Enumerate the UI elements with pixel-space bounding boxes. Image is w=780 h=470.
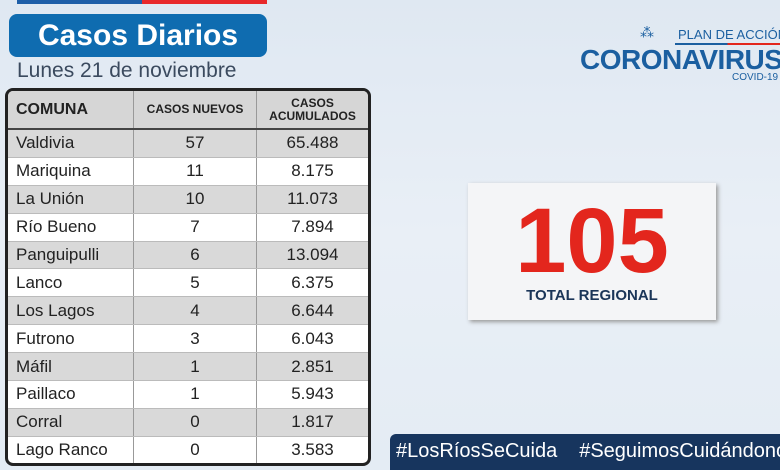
hashtag-2: #SeguimosCuidándonos	[579, 440, 780, 462]
cell-comuna: Máfil	[8, 353, 134, 381]
table-row: Lago Ranco 0 3.583	[8, 436, 368, 463]
logo-sub: COVID-19	[732, 72, 779, 83]
cell-casos-nuevos: 5	[134, 269, 257, 297]
cell-casos-nuevos: 4	[134, 297, 257, 325]
table-row: Máfil 1 2.851	[8, 353, 368, 382]
header-casos-nuevos: CASOS NUEVOS	[134, 91, 257, 128]
cell-casos-nuevos: 0	[134, 408, 257, 436]
cell-casos-acumulados: 11.073	[287, 189, 338, 209]
cell-casos-acumulados: 8.175	[291, 161, 334, 181]
total-value: 105	[515, 190, 669, 292]
table-row: La Unión 10 11.073	[8, 185, 368, 214]
cell-comuna: Lago Ranco	[8, 436, 134, 463]
cell-casos-nuevos: 0	[134, 436, 257, 463]
cell-comuna: La Unión	[8, 185, 134, 213]
cell-comuna: Río Bueno	[8, 213, 134, 241]
table-row: Los Lagos 4 6.644	[8, 297, 368, 326]
cell-casos-acumulados: 13.094	[286, 245, 339, 264]
cases-table: COMUNA CASOS NUEVOS CASOS ACUMULADOS Val…	[5, 88, 371, 466]
cell-casos-acumulados: 5.943	[291, 384, 334, 404]
logo-plan: PLAN DE ACCIÓN	[678, 27, 780, 42]
cell-comuna: Mariquina	[8, 157, 134, 185]
page-title: Casos Diarios	[9, 14, 267, 57]
table-row: Paillaco 1 5.943	[8, 381, 368, 409]
table-row: Río Bueno 7 7.894	[8, 213, 368, 242]
cell-casos-acumulados: 6.043	[291, 328, 334, 348]
cell-casos-acumulados: 65.488	[286, 133, 339, 153]
cell-casos-nuevos: 1	[134, 353, 257, 381]
header-casos-acumulados: CASOS ACUMULADOS	[269, 95, 356, 123]
total-label: TOTAL REGIONAL	[526, 287, 658, 304]
cell-comuna: Futrono	[8, 325, 134, 353]
cell-comuna: Los Lagos	[8, 297, 134, 325]
hashtag-1: #LosRíosSeCuida	[396, 440, 558, 462]
table-row: Corral 0 1.817	[8, 408, 368, 437]
virus-icon: ⁂	[640, 24, 654, 40]
cell-casos-nuevos: 1	[134, 381, 257, 408]
flag-bar	[17, 0, 267, 4]
cell-casos-acumulados: 1.817	[291, 412, 334, 432]
date-label: Lunes 21 de noviembre	[17, 59, 237, 82]
table-header: COMUNA CASOS NUEVOS CASOS ACUMULADOS	[8, 91, 368, 130]
cell-comuna: Valdivia	[8, 130, 134, 157]
cell-casos-nuevos: 6	[134, 241, 257, 269]
cell-casos-nuevos: 57	[134, 130, 257, 157]
hashtag-banner: #LosRíosSeCuida #SeguimosCuidándonos	[390, 434, 780, 470]
cell-casos-nuevos: 3	[134, 325, 257, 353]
cell-comuna: Paillaco	[8, 381, 134, 408]
cell-casos-acumulados: 6.375	[291, 272, 334, 292]
header-comuna: COMUNA	[8, 91, 134, 128]
table-row: Panguipulli 6 13.094	[8, 241, 368, 270]
cell-casos-acumulados: 2.851	[291, 356, 334, 376]
cell-casos-nuevos: 11	[134, 157, 257, 185]
table-row: Valdivia 57 65.488	[8, 130, 368, 158]
cell-casos-acumulados: 7.894	[291, 217, 334, 237]
cell-casos-acumulados: 3.583	[291, 440, 334, 460]
total-regional-card: 105 TOTAL REGIONAL	[468, 183, 716, 320]
cell-comuna: Corral	[8, 408, 134, 436]
cell-casos-nuevos: 10	[134, 185, 257, 213]
table-row: Mariquina 11 8.175	[8, 157, 368, 186]
table-row: Lanco 5 6.375	[8, 269, 368, 298]
cell-comuna: Lanco	[8, 269, 134, 297]
table-row: Futrono 3 6.043	[8, 325, 368, 354]
cell-casos-acumulados: 6.644	[291, 300, 334, 320]
logo-name: CORONAVIRUS	[580, 44, 780, 75]
logo-divider	[675, 43, 780, 45]
cell-casos-nuevos: 7	[134, 213, 257, 241]
cell-comuna: Panguipulli	[8, 241, 134, 269]
